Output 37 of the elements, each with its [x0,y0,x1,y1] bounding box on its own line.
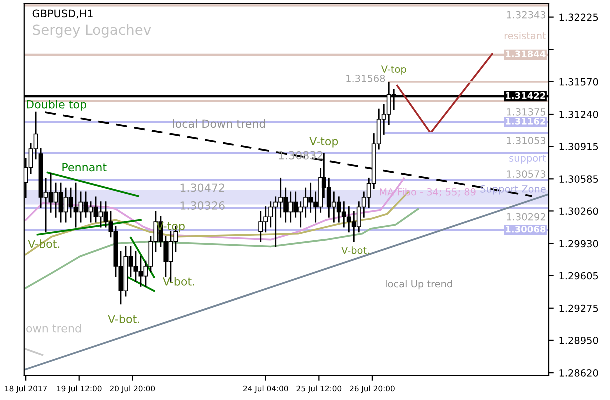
annotation: 1.30472 [180,184,224,192]
y-tick-label: 1.30260 [560,208,598,216]
annotation: 1.31375 [507,108,546,116]
ref-line-label: 1.31422 [506,92,546,100]
ref-line-label: 1.31844 [506,50,546,58]
annotation: support [510,154,546,164]
chart-title: GBPUSD,H1 [32,10,93,19]
annotation: 1.31568 [346,74,386,82]
annotation: V-top [381,66,406,75]
annotation: local Up trend [386,280,452,290]
annotation: Double top [27,100,86,111]
y-tick-label: 1.28620 [560,370,598,377]
text: Sergey Logachev [33,24,152,38]
y-tick-label: 1.29930 [560,240,598,248]
annotation: 1.32343 [507,11,546,19]
annotation: V-bot. [342,246,370,254]
y-tick-label: 1.32225 [560,14,598,22]
ref-line-label: 1.30068 [506,226,546,233]
y-tick-label: 1.30585 [560,176,598,183]
annotation: V-top [310,137,338,148]
y-tick-label: 1.29275 [560,304,598,312]
annotation: V-bot. [163,277,194,286]
y-tick-label: 1.31240 [560,110,598,118]
annotation: MA Fibo - 34; 55; 89 [380,188,476,197]
ref-line-label: 1.31162 [506,118,546,125]
y-tick-label: 1.29605 [560,272,598,280]
annotation: own trend [26,324,82,333]
annotation: 1.30292 [507,213,546,221]
annotation: Pennant [62,163,107,172]
annotation: 1.31053 [507,137,546,144]
annotation: 1.30326 [180,202,225,210]
annotation: resistant [504,32,546,40]
y-tick-label: 1.31570 [560,78,598,86]
y-tick-label: 1.28950 [560,336,598,344]
annotation: V-bot. [108,314,140,324]
y-tick-label: 1.30915 [560,143,598,150]
annotation: 1.30573 [507,170,546,178]
